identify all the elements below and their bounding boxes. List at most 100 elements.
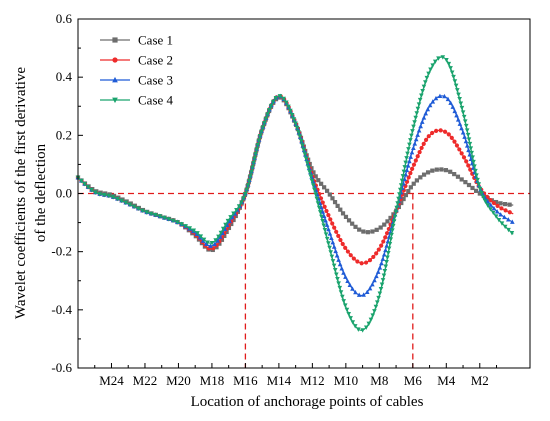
data-point — [219, 237, 225, 242]
data-point — [394, 205, 400, 211]
data-point — [426, 134, 431, 139]
data-point — [463, 180, 468, 185]
data-point — [220, 226, 226, 232]
data-point — [341, 270, 346, 275]
data-point — [376, 247, 381, 252]
data-point — [510, 219, 515, 224]
data-point — [293, 121, 298, 126]
data-point — [93, 190, 98, 195]
data-point — [374, 300, 380, 305]
reference-lines — [78, 192, 530, 368]
data-point — [434, 167, 439, 172]
data-point — [347, 282, 353, 287]
x-tick-label: M14 — [267, 373, 292, 388]
data-point — [404, 167, 410, 173]
data-point — [208, 243, 213, 248]
data-point — [412, 141, 418, 146]
data-point — [259, 129, 264, 135]
data-point — [414, 178, 420, 183]
data-point — [335, 276, 340, 282]
data-point — [390, 223, 396, 229]
data-point — [460, 130, 466, 135]
data-point — [341, 299, 347, 304]
data-point — [395, 201, 400, 206]
data-point — [205, 240, 210, 245]
data-point — [112, 76, 118, 83]
data-point — [226, 225, 232, 231]
data-point — [373, 304, 379, 310]
x-tick-label: M10 — [334, 373, 359, 388]
data-point — [229, 221, 234, 227]
data-point — [360, 328, 365, 333]
data-point — [289, 113, 295, 118]
data-point — [423, 80, 428, 85]
data-point — [389, 232, 394, 238]
data-point — [386, 226, 391, 232]
data-point — [419, 145, 424, 151]
data-point — [348, 253, 353, 258]
data-point — [266, 108, 272, 113]
data-point — [370, 229, 375, 234]
data-point — [344, 307, 350, 313]
data-point — [418, 175, 423, 180]
data-point — [448, 100, 453, 105]
data-point — [479, 191, 484, 196]
data-point — [204, 241, 209, 246]
data-point — [135, 206, 141, 212]
data-point — [305, 161, 310, 166]
data-point — [365, 230, 370, 235]
data-point — [256, 138, 262, 143]
data-point — [469, 150, 475, 156]
data-point — [412, 120, 417, 125]
data-point — [438, 128, 443, 133]
data-point — [498, 212, 503, 217]
data-point — [322, 227, 328, 233]
data-point — [436, 56, 441, 61]
data-point — [420, 89, 425, 94]
data-point — [327, 245, 332, 251]
data-point — [245, 183, 251, 188]
data-point — [413, 136, 419, 142]
data-point — [380, 278, 386, 283]
data-point — [409, 150, 415, 155]
data-point — [418, 123, 423, 129]
data-point — [452, 108, 458, 114]
data-point — [327, 192, 332, 197]
data-point — [319, 205, 324, 210]
data-point — [409, 133, 414, 139]
data-point — [357, 227, 362, 232]
data-point — [401, 169, 407, 175]
data-point — [330, 196, 335, 201]
data-point — [491, 205, 497, 211]
data-point — [218, 230, 224, 236]
data-point — [174, 220, 180, 225]
data-point — [323, 218, 328, 223]
data-point — [353, 224, 358, 229]
data-point — [466, 163, 471, 168]
data-point — [321, 223, 327, 228]
data-point — [453, 83, 459, 89]
data-point — [215, 238, 220, 243]
data-point — [506, 217, 511, 222]
data-point — [342, 303, 348, 308]
data-point — [115, 196, 120, 202]
data-point — [338, 237, 343, 243]
data-point — [374, 251, 379, 256]
data-point — [363, 325, 369, 330]
legend-item: Case 3 — [100, 73, 173, 88]
data-point — [296, 130, 301, 135]
data-point — [385, 255, 390, 260]
data-point — [381, 252, 387, 257]
data-point — [326, 226, 331, 232]
data-point — [408, 154, 413, 159]
data-point — [476, 182, 482, 187]
data-point — [416, 128, 422, 133]
data-point — [402, 165, 408, 170]
data-point — [461, 114, 467, 120]
data-point — [364, 289, 370, 294]
data-point — [242, 191, 248, 197]
data-point — [440, 55, 446, 60]
y-tick-label: -0.6 — [51, 360, 72, 375]
data-point — [437, 93, 443, 98]
